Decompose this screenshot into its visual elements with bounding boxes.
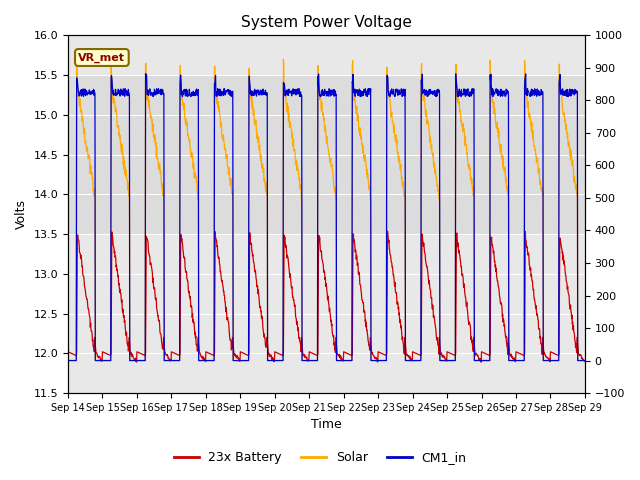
X-axis label: Time: Time [311, 419, 342, 432]
Text: VR_met: VR_met [78, 52, 125, 63]
Bar [68, 75, 585, 234]
Title: System Power Voltage: System Power Voltage [241, 15, 412, 30]
Legend: 23x Battery, Solar, CM1_in: 23x Battery, Solar, CM1_in [168, 446, 472, 469]
Y-axis label: Volts: Volts [15, 199, 28, 229]
